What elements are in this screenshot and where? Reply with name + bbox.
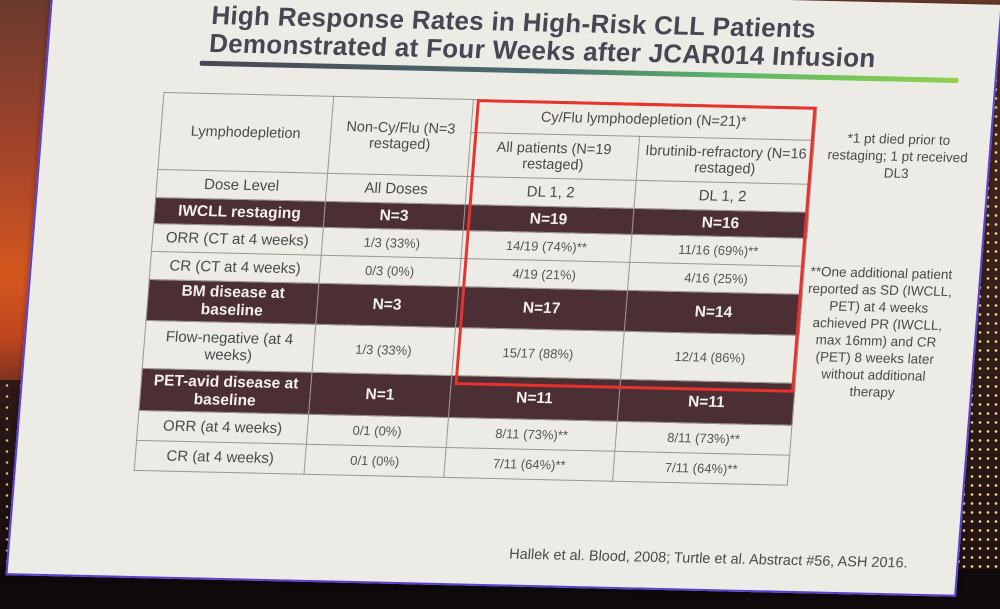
results-table: Lymphodepletion Non-Cy/Flu (N=3 restaged… bbox=[133, 91, 818, 486]
row-label: CR (at 4 weeks) bbox=[134, 440, 307, 475]
header-ibrutinib-refractory: Ibrutinib-refractory (N=16 restaged) bbox=[636, 136, 815, 185]
row-label: ORR (CT at 4 weeks) bbox=[151, 223, 324, 256]
dose-level-col2: DL 1, 2 bbox=[464, 176, 637, 209]
row-value: 0/3 (0%) bbox=[318, 255, 461, 287]
row-value: 7/11 (64%)** bbox=[443, 447, 616, 482]
row-label: ORR (at 4 weeks) bbox=[136, 410, 309, 445]
row-value: 0/1 (0%) bbox=[303, 444, 446, 478]
dose-level-col3: DL 1, 2 bbox=[634, 180, 811, 213]
projected-slide: High Response Rates in High-Risk CLL Pat… bbox=[5, 0, 1000, 597]
row-value: 14/19 (74%)** bbox=[460, 230, 633, 263]
section-n: N=16 bbox=[632, 208, 809, 239]
section-n: N=14 bbox=[624, 290, 803, 336]
row-value: 12/14 (86%) bbox=[620, 331, 800, 384]
row-value: 8/11 (73%)** bbox=[615, 421, 792, 456]
dose-level-col1: All Doses bbox=[325, 173, 468, 205]
section-n: N=3 bbox=[315, 283, 459, 328]
citation: Hallek et al. Blood, 2008; Turtle et al.… bbox=[508, 546, 909, 572]
section-n: N=17 bbox=[455, 286, 628, 332]
header-non-cy-flu: Non-Cy/Flu (N=3 restaged) bbox=[327, 96, 474, 177]
section-n: N=3 bbox=[323, 201, 465, 231]
section-label: IWCLL restaging bbox=[153, 197, 326, 228]
row-value: 4/19 (21%) bbox=[458, 258, 631, 291]
footnote-died-prior: *1 pt died prior to restaging; 1 pt rece… bbox=[826, 130, 969, 182]
header-all-patients: All patients (N=19 restaged) bbox=[467, 132, 640, 181]
row-value: 4/16 (25%) bbox=[627, 262, 805, 295]
section-n: N=11 bbox=[448, 375, 621, 422]
row-value: 1/3 (33%) bbox=[321, 227, 463, 259]
header-lymphodepletion: Lymphodepletion bbox=[157, 92, 334, 174]
row-value: 7/11 (64%)** bbox=[612, 451, 790, 486]
section-n: N=1 bbox=[308, 372, 452, 418]
section-n: N=11 bbox=[617, 379, 796, 426]
footnote-additional-patient: **One additional patient reported as SD … bbox=[807, 263, 953, 401]
dose-level-label: Dose Level bbox=[155, 169, 328, 202]
row-value: 11/16 (69%)** bbox=[630, 234, 807, 267]
section-label: PET-avid disease at baseline bbox=[138, 368, 312, 415]
section-label: BM disease at baseline bbox=[146, 279, 319, 325]
row-label: Flow-negative (at 4 weeks) bbox=[142, 320, 316, 373]
row-value: 1/3 (33%) bbox=[311, 324, 456, 376]
row-value: 0/1 (0%) bbox=[306, 414, 449, 448]
row-value: 8/11 (73%)** bbox=[445, 417, 618, 452]
section-n: N=19 bbox=[462, 204, 635, 235]
row-label: CR (CT at 4 weeks) bbox=[149, 251, 322, 284]
row-value: 15/17 (88%) bbox=[451, 327, 625, 380]
